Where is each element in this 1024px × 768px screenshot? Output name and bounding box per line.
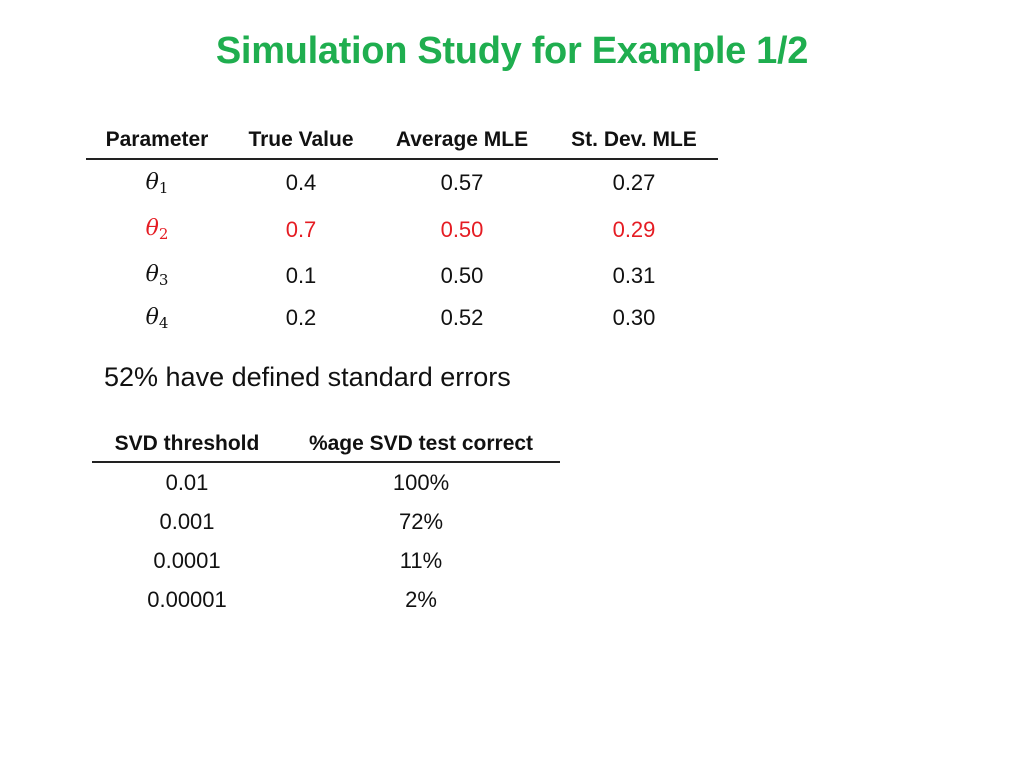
svd-table-header: SVD threshold %age SVD test correct [92, 427, 560, 463]
svd-threshold-cell: 0.001 [159, 508, 215, 534]
svd-threshold-cell: 0.0001 [153, 547, 221, 573]
st-dev-mle-cell: 0.27 [612, 170, 656, 195]
average-mle-cell: 0.57 [440, 170, 484, 195]
table-row: 0.01 100% [92, 463, 560, 502]
header-average-mle: Average MLE [395, 128, 529, 151]
table-row: 0.001 72% [92, 502, 560, 541]
table-row: θ3 0.1 0.50 0.31 [86, 253, 718, 298]
parameter-table-header: Parameter True Value Average MLE St. Dev… [86, 122, 718, 160]
svd-correct-cell: 72% [398, 508, 444, 534]
parameter-table: Parameter True Value Average MLE St. Dev… [86, 122, 718, 338]
true-value-cell: 0.4 [285, 170, 317, 195]
header-svd-test-correct: %age SVD test correct [308, 432, 534, 455]
table-row: 0.00001 2% [92, 580, 560, 619]
parameter-symbol: θ4 [145, 304, 169, 332]
header-true-value: True Value [248, 128, 354, 151]
true-value-cell: 0.1 [285, 262, 317, 288]
parameter-symbol: θ1 [145, 169, 169, 197]
svd-correct-cell: 2% [405, 586, 437, 612]
svd-threshold-cell: 0.00001 [147, 586, 227, 612]
header-parameter: Parameter [105, 128, 209, 151]
svd-threshold-cell: 0.01 [165, 469, 209, 495]
header-st-dev-mle: St. Dev. MLE [571, 128, 697, 151]
st-dev-mle-cell: 0.31 [612, 262, 656, 288]
average-mle-cell: 0.50 [440, 262, 484, 288]
header-svd-threshold: SVD threshold [114, 432, 260, 455]
svd-table: SVD threshold %age SVD test correct 0.01… [92, 427, 560, 619]
average-mle-cell: 0.50 [440, 216, 484, 242]
parameter-symbol: θ3 [145, 262, 169, 289]
true-value-cell: 0.7 [285, 216, 317, 242]
average-mle-cell: 0.52 [440, 305, 484, 330]
true-value-cell: 0.2 [285, 305, 317, 330]
st-dev-mle-cell: 0.29 [612, 216, 656, 242]
st-dev-mle-cell: 0.30 [612, 305, 656, 330]
table-row: 0.0001 11% [92, 541, 560, 580]
table-row: θ2 0.7 0.50 0.29 [86, 206, 718, 253]
svd-correct-cell: 11% [399, 547, 443, 573]
table-row: θ4 0.2 0.52 0.30 [86, 298, 718, 338]
slide-title: Simulation Study for Example 1/2 [215, 30, 809, 72]
standard-errors-note: 52% have defined standard errors [104, 362, 511, 392]
svd-correct-cell: 100% [392, 469, 450, 495]
table-row: θ1 0.4 0.57 0.27 [86, 160, 718, 206]
parameter-symbol: θ2 [145, 216, 169, 243]
